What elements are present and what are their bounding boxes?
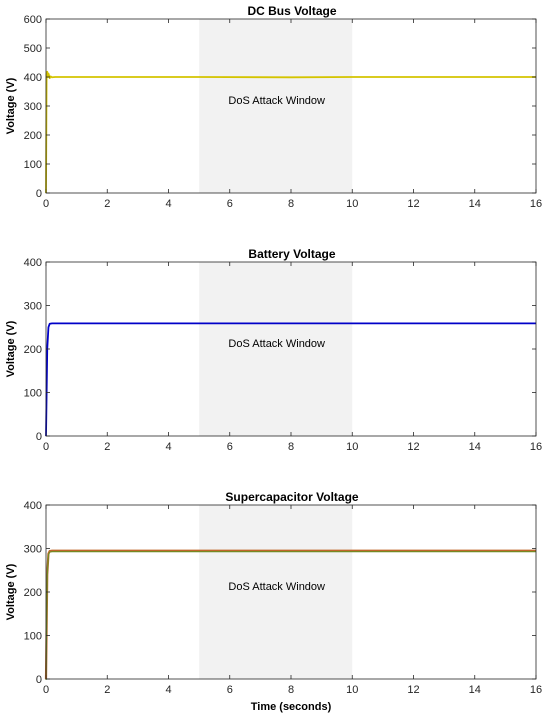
x-tick-label: 0: [43, 198, 49, 210]
x-tick-label: 6: [227, 441, 233, 453]
x-tick-label: 10: [346, 684, 358, 696]
y-tick-label: 500: [24, 43, 42, 55]
y-tick-label: 300: [24, 301, 42, 313]
chart-panel-2: DoS Attack Window 0 2 4 6 8 10 12 14 16 0 100 200 300…: [5, 247, 542, 453]
x-axis-label: Time (seconds): [251, 701, 332, 713]
dos-attack-label: DoS Attack Window: [228, 338, 325, 350]
chart-panel-1: DoS Attack Window 0 2 4 6 8 10 12 14 16 0 100 200 300…: [5, 4, 542, 210]
x-tick-label: 6: [227, 684, 233, 696]
y-axis-label: Voltage (V): [5, 320, 17, 377]
x-tick-label: 8: [288, 684, 294, 696]
y-tick-label: 200: [24, 587, 42, 599]
x-tick-label: 16: [530, 441, 542, 453]
y-tick-label: 100: [24, 159, 42, 171]
x-tick-label: 4: [165, 198, 171, 210]
x-tick-label: 0: [43, 441, 49, 453]
x-tick-label: 12: [407, 198, 419, 210]
y-tick-label: 300: [24, 101, 42, 113]
x-tick-label: 14: [469, 198, 481, 210]
dos-attack-shade: [199, 262, 353, 436]
y-tick-label: 100: [24, 388, 42, 400]
x-tick-label: 14: [469, 441, 481, 453]
y-tick-label: 0: [36, 188, 42, 200]
x-tick-label: 10: [346, 441, 358, 453]
series-line-overlay: [45, 551, 536, 681]
y-tick-label: 600: [24, 14, 42, 26]
x-tick-label: 16: [530, 684, 542, 696]
y-tick-label: 400: [24, 257, 42, 269]
dos-attack-shade: [199, 505, 353, 679]
chart-title: Supercapacitor Voltage: [225, 490, 358, 504]
chart-title: Battery Voltage: [248, 247, 335, 261]
y-axis-label: Voltage (V): [5, 563, 17, 620]
y-tick-label: 0: [36, 431, 42, 443]
x-tick-label: 2: [104, 684, 110, 696]
y-tick-label: 300: [24, 544, 42, 556]
x-tick-label: 6: [227, 198, 233, 210]
y-tick-label: 400: [24, 72, 42, 84]
x-tick-label: 4: [165, 684, 171, 696]
dos-attack-label: DoS Attack Window: [228, 581, 325, 593]
dos-attack-label: DoS Attack Window: [228, 95, 325, 107]
y-axis-label: Voltage (V): [5, 77, 17, 134]
y-tick-label: 0: [36, 674, 42, 686]
series-line-1: [45, 322, 536, 437]
x-tick-label: 8: [288, 441, 294, 453]
x-tick-label: 14: [469, 684, 481, 696]
x-tick-label: 8: [288, 198, 294, 210]
y-tick-label: 200: [24, 130, 42, 142]
y-tick-label: 200: [24, 344, 42, 356]
x-tick-label: 4: [165, 441, 171, 453]
x-tick-label: 2: [104, 198, 110, 210]
x-tick-label: 12: [407, 684, 419, 696]
x-tick-label: 12: [407, 441, 419, 453]
x-tick-label: 16: [530, 198, 542, 210]
chart-title: DC Bus Voltage: [247, 4, 336, 18]
y-tick-label: 100: [24, 631, 42, 643]
x-tick-label: 2: [104, 441, 110, 453]
x-tick-label: 10: [346, 198, 358, 210]
x-tick-label: 0: [43, 684, 49, 696]
y-tick-label: 400: [24, 500, 42, 512]
chart-panel-3: DoS Attack Window 0 2 4 6 8 10 12 14 16 0 100 200 300…: [5, 490, 542, 713]
dos-attack-shade: [199, 19, 353, 193]
